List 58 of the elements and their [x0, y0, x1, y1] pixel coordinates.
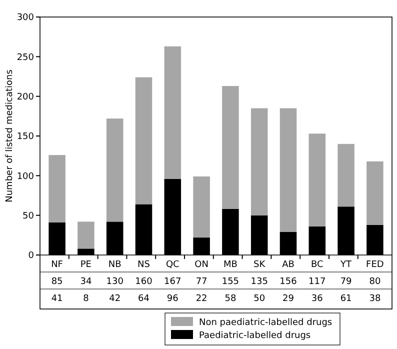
data-label: 41 — [51, 294, 63, 304]
data-label: 29 — [282, 294, 294, 304]
bar — [135, 77, 152, 204]
x-tick-label: PE — [80, 260, 92, 270]
data-label: 34 — [80, 277, 92, 287]
y-tick-label: 150 — [16, 132, 34, 142]
bar — [338, 144, 354, 207]
bar — [78, 222, 94, 249]
y-tick-label: 300 — [16, 13, 34, 24]
bar — [222, 86, 239, 209]
y-tick-label: 250 — [16, 52, 34, 63]
bar — [280, 108, 297, 232]
data-label: 61 — [340, 294, 352, 304]
y-tick-label: 0 — [28, 251, 34, 262]
data-label: 160 — [135, 277, 153, 287]
data-label: 42 — [109, 294, 121, 304]
data-label: 50 — [254, 294, 266, 304]
data-label: 167 — [164, 277, 182, 287]
data-label: 117 — [308, 277, 326, 287]
x-tick-label: SK — [254, 260, 266, 270]
data-label: 58 — [224, 294, 236, 304]
x-tick-label: FED — [366, 260, 384, 270]
data-label: 79 — [340, 277, 352, 287]
x-tick-label: ON — [194, 260, 208, 270]
data-label: 155 — [222, 277, 240, 287]
bar — [250, 108, 268, 216]
bar — [48, 155, 66, 222]
legend-label: Paediatric-labelled drugs — [199, 331, 311, 341]
x-tick-label: NF — [51, 260, 64, 270]
data-label: 64 — [138, 294, 150, 304]
data-label: 8 — [83, 294, 90, 304]
data-label: 22 — [196, 294, 208, 304]
bar — [193, 176, 210, 238]
data-label: 38 — [369, 294, 381, 304]
data-label: 135 — [250, 277, 268, 287]
y-tick-label: 50 — [22, 211, 34, 222]
bar — [164, 46, 182, 179]
bar — [366, 161, 384, 225]
x-tick-label: NS — [138, 260, 150, 270]
y-axis-title: Number of listed medications — [5, 69, 15, 202]
data-label: 77 — [196, 277, 208, 287]
x-tick-label: MB — [223, 260, 238, 270]
x-tick-label: AB — [282, 260, 294, 270]
x-tick-label: QC — [166, 260, 180, 270]
data-label: 80 — [369, 277, 381, 287]
data-label: 96 — [166, 294, 179, 304]
data-label: 130 — [106, 277, 124, 287]
bar — [106, 118, 124, 222]
y-tick-label: 100 — [16, 172, 34, 182]
x-tick-label: BC — [310, 260, 324, 270]
y-tick-label: 200 — [16, 92, 34, 102]
legend-label: Non paediatric-labelled drugs — [199, 318, 332, 328]
data-label: 36 — [311, 294, 324, 304]
x-tick-label: YT — [340, 260, 352, 270]
bar — [308, 134, 326, 226]
x-tick-label: NB — [108, 260, 122, 270]
data-label: 85 — [51, 277, 63, 287]
data-label: 156 — [280, 277, 298, 287]
